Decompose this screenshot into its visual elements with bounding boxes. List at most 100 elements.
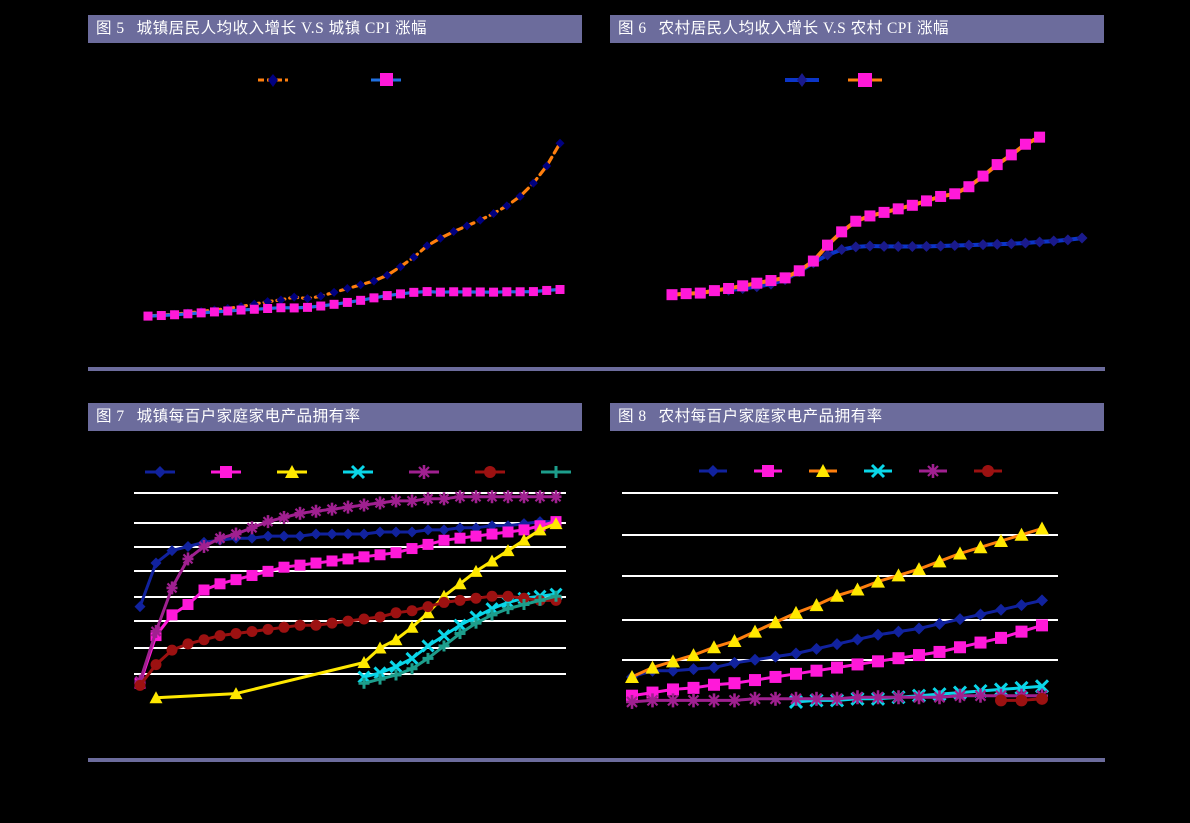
series-0-point: [872, 628, 884, 641]
figure-6-series-group: [666, 131, 1088, 301]
series-0-point: [836, 244, 848, 256]
section-divider-middle: [88, 367, 1105, 371]
series-4-point: [390, 494, 402, 508]
series-1-point: [892, 203, 904, 215]
figure-5-chart: [88, 48, 582, 358]
series-4-point: [454, 490, 466, 504]
series-1-point: [502, 526, 514, 538]
series-4-point: [892, 690, 905, 705]
series-1-point: [422, 538, 434, 550]
series-0-point: [475, 215, 485, 225]
series-4-point: [708, 693, 720, 708]
series-5-point: [1015, 694, 1028, 707]
figure-6-chart: [610, 48, 1104, 358]
series-2-point: [533, 523, 547, 536]
series-0-point: [382, 270, 392, 280]
series-4-point: [278, 510, 290, 524]
series-0-point: [687, 663, 700, 676]
series-4-point: [486, 490, 498, 504]
figure-8-chart: [610, 436, 1104, 751]
series-2-point: [1014, 527, 1029, 541]
series-0-point: [316, 291, 326, 301]
legend-marker-series-u1: [154, 466, 166, 478]
series-4-point: [872, 690, 884, 705]
series-1-point: [302, 302, 312, 312]
series-1-point: [974, 636, 987, 649]
series-3-point: [453, 618, 467, 632]
series-1-point: [294, 559, 306, 571]
series-0-point: [422, 524, 434, 536]
series-0-point: [502, 520, 514, 532]
series-2-point: [850, 582, 865, 596]
series-1-point: [954, 641, 966, 654]
series-2-point: [748, 624, 762, 638]
figure-6-title-bar: 图 6 农村居民人均收入增长 V.S 农村 CPI 涨幅: [610, 15, 1104, 43]
series-2-point: [229, 687, 243, 700]
series-0-point: [920, 240, 932, 252]
series-4-point: [790, 691, 802, 706]
series-1-point: [454, 532, 466, 544]
figure-6-number: 图 6: [618, 20, 647, 37]
series-1-point: [836, 226, 848, 238]
legend-marker-series-u7: [550, 466, 562, 478]
series-1-point: [143, 311, 153, 321]
series-5-point: [470, 592, 482, 604]
series-6-point: [550, 590, 562, 602]
series-0-point: [542, 161, 552, 171]
series-0-point: [850, 241, 862, 253]
series-5-point: [342, 615, 354, 627]
series-5-point: [518, 592, 530, 604]
series-1-point: [249, 304, 259, 314]
figure-6-plot: [610, 48, 1104, 358]
series-1-point: [737, 280, 749, 292]
series-4-point: [518, 490, 530, 504]
series-6-point: [438, 640, 450, 652]
series-1-point: [708, 285, 720, 297]
series-0-point: [831, 638, 843, 651]
series-5-point: [1036, 692, 1048, 705]
series-1-point: [170, 310, 180, 320]
series-1-point: [790, 667, 802, 680]
series-0-point: [892, 241, 904, 253]
series-4-point: [933, 690, 946, 705]
series-0-point: [933, 617, 946, 630]
series-0-point: [974, 608, 987, 621]
series-0-point: [422, 241, 432, 251]
series-1-point: [356, 295, 366, 305]
series-4-point: [954, 688, 966, 703]
series-2-point: [357, 656, 371, 669]
series-1-point: [196, 308, 206, 318]
figure-7-title-bar: 图 7 城镇每百户家庭家电产品拥有率: [88, 403, 582, 431]
series-6-point: [454, 628, 466, 640]
series-0-point: [963, 239, 975, 251]
series-0-point: [435, 233, 445, 243]
series-1-point: [1036, 619, 1048, 632]
series-3-point: [357, 670, 371, 684]
series-4-point: [626, 694, 638, 709]
series-5-point: [230, 628, 242, 640]
series-5-point: [294, 619, 306, 631]
series-0-point: [1005, 238, 1017, 250]
series-0-point: [555, 138, 565, 148]
series-1-point: [214, 578, 226, 590]
series-2-point: [549, 517, 563, 530]
series-1-point: [374, 549, 386, 561]
figure-7-title-text: 城镇每百户家庭家电产品拥有率: [136, 408, 361, 425]
series-6-point: [374, 673, 386, 685]
series-0-point: [515, 191, 525, 201]
series-2-point: [373, 641, 387, 654]
figure-7-chart: [88, 436, 582, 751]
series-1-point: [390, 547, 402, 559]
series-5-point: [486, 590, 498, 602]
series-0-point: [864, 240, 876, 252]
series-5-point: [454, 594, 466, 606]
series-1-point: [920, 195, 932, 207]
series-4-point: [831, 691, 843, 706]
series-0-point: [438, 524, 450, 536]
figure-8-plot: [610, 436, 1104, 751]
series-0-point: [949, 239, 961, 251]
legend-marker-series-u6: [484, 466, 496, 478]
series-2-point: [932, 554, 947, 568]
series-0-point: [708, 661, 720, 674]
